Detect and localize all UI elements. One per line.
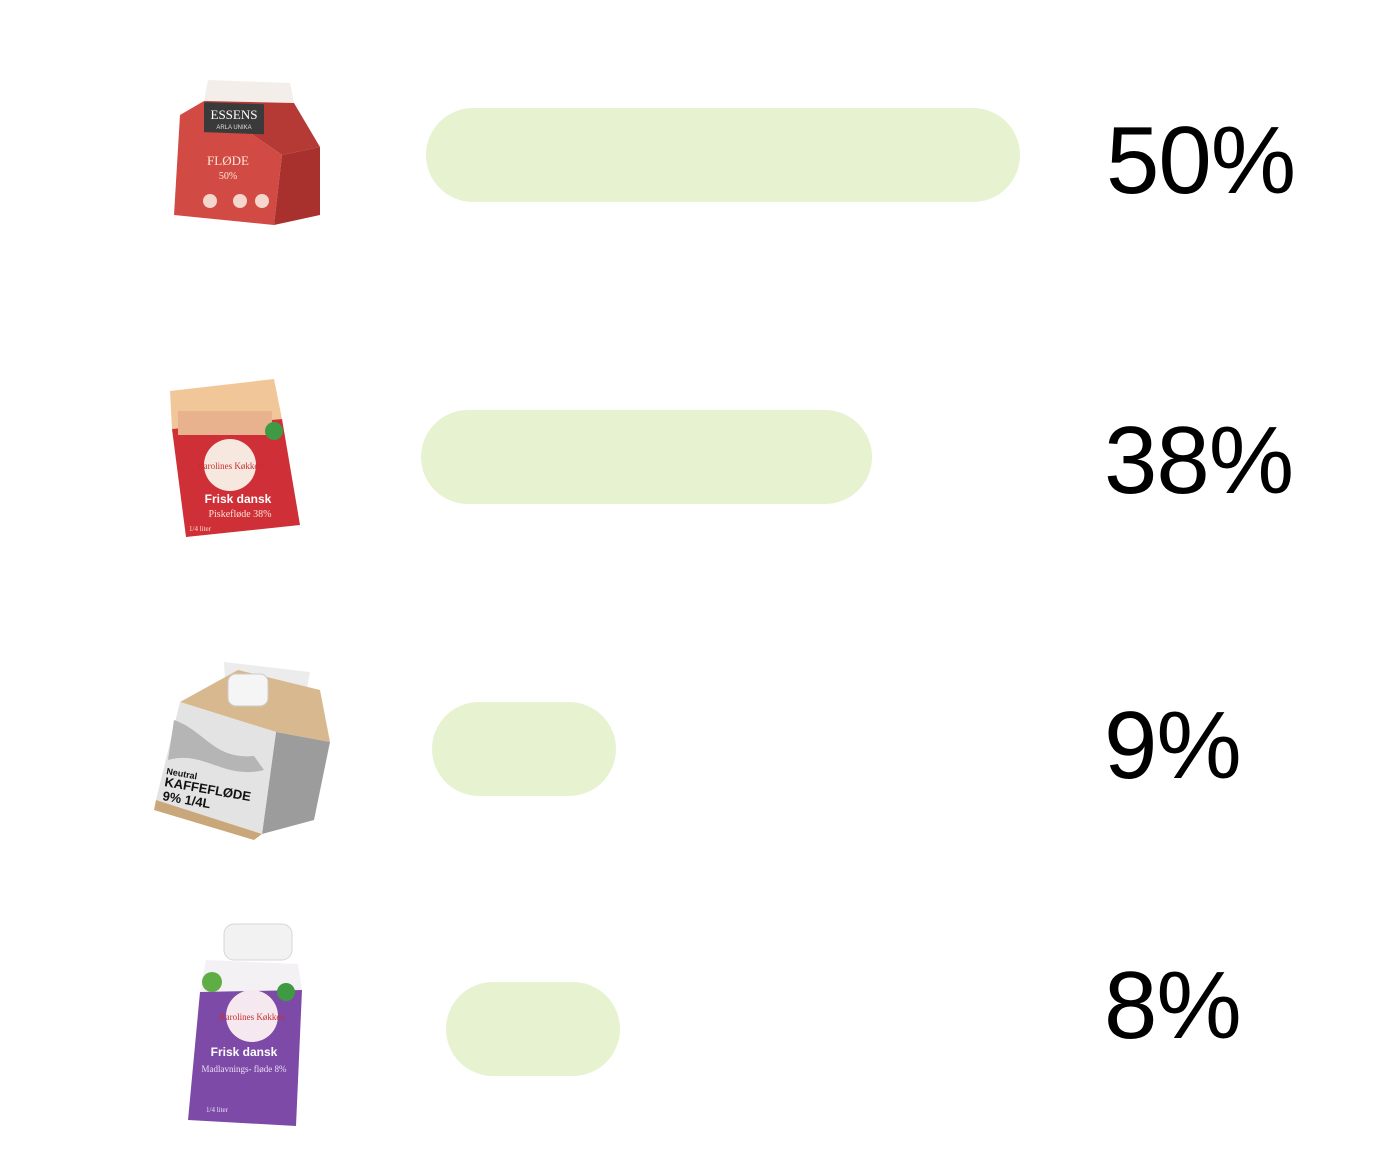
bottle-brand: Karolines Køkken bbox=[219, 1012, 285, 1022]
carton-name: Frisk dansk bbox=[205, 492, 272, 506]
carton-name: FLØDE bbox=[207, 153, 249, 168]
purple-cooking-cream-bottle-icon: Karolines Køkken Frisk dansk Madlavnings… bbox=[188, 923, 302, 1126]
bottle-size: 1/4 liter bbox=[206, 1106, 229, 1114]
beige-coffee-cream-carton-icon: Neutral KAFFEFLØDE 9% 1/4L bbox=[154, 662, 330, 840]
carton-sub: ARLA UNIKA bbox=[216, 125, 251, 131]
data-label: 8% bbox=[1104, 952, 1242, 1059]
bottle-name: Frisk dansk bbox=[211, 1045, 278, 1059]
bar bbox=[432, 702, 616, 796]
carton-detail: Piskefløde 38% bbox=[208, 509, 271, 520]
data-label: 9% bbox=[1104, 692, 1242, 799]
bar bbox=[426, 108, 1020, 202]
bar-row: Karolines Køkken Frisk dansk Madlavnings… bbox=[0, 920, 1389, 1126]
bar-row: Karolines Køkken Frisk dansk Piskefløde … bbox=[0, 375, 1389, 537]
bar bbox=[421, 410, 873, 504]
bar-row: Neutral KAFFEFLØDE 9% 1/4L 9% bbox=[0, 660, 1389, 840]
red-cream-carton-icon: ESSENS ARLA UNIKA FLØDE 50% bbox=[174, 80, 320, 225]
bar bbox=[446, 982, 620, 1076]
bottle-detail: Madlavnings- fløde 8% bbox=[202, 1064, 287, 1074]
bar-row: ESSENS ARLA UNIKA FLØDE 50% 50% bbox=[0, 75, 1389, 235]
carton-detail: 50% bbox=[219, 171, 237, 182]
data-label: 50% bbox=[1106, 107, 1296, 214]
carton-brand: ESSENS bbox=[211, 107, 258, 122]
carton-size: 1/4 liter bbox=[189, 525, 212, 533]
data-label: 38% bbox=[1104, 407, 1294, 514]
carton-brand: Karolines Køkken bbox=[197, 461, 263, 471]
red-whipping-cream-carton-icon: Karolines Køkken Frisk dansk Piskefløde … bbox=[170, 379, 300, 537]
